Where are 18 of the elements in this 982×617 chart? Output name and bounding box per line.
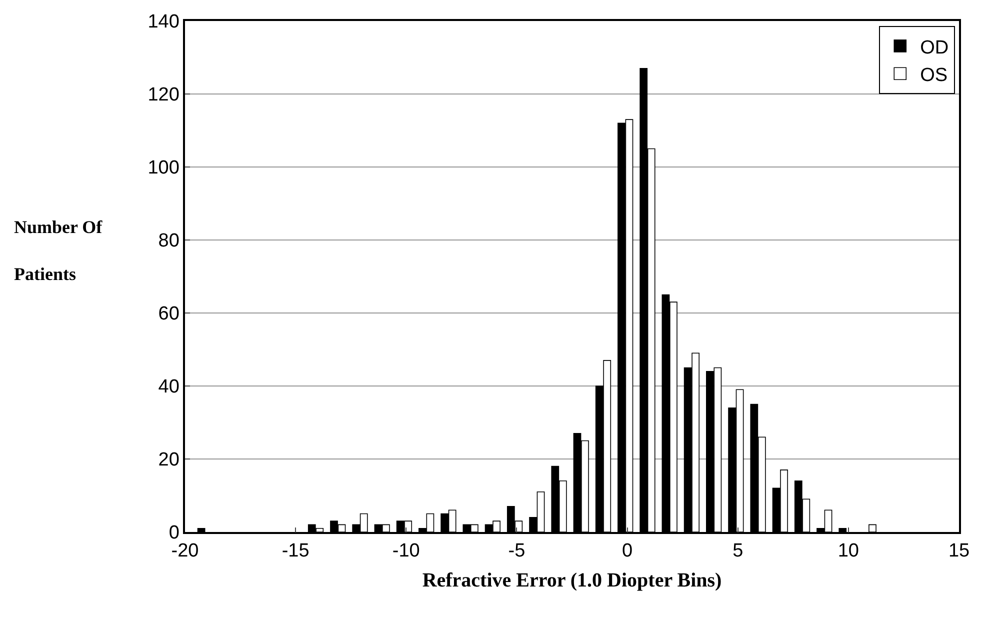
x-tick-label: 15 <box>948 540 970 562</box>
y-tick-label: 40 <box>158 376 180 398</box>
x-tick-label: -10 <box>392 540 420 562</box>
x-axis-title: Refractive Error (1.0 Diopter Bins) <box>422 570 722 592</box>
legend-label: OS <box>920 65 948 86</box>
y-tick-label: 20 <box>158 450 180 471</box>
y-tick-label: 120 <box>148 84 180 106</box>
text: Number Of Patients <box>14 217 102 284</box>
y-tick-label: 80 <box>158 230 180 252</box>
x-tick-label: -15 <box>282 540 310 562</box>
y-tick-label: 100 <box>148 158 180 179</box>
x-tick-label: 0 <box>622 540 633 562</box>
x-tick-label: 5 <box>732 540 744 562</box>
x-tick-label: 10 <box>838 540 859 562</box>
legend-label: OD <box>920 37 949 58</box>
y-tick-label: 60 <box>158 304 180 325</box>
y-tick-label: 140 <box>148 12 180 33</box>
x-tick-label: -5 <box>508 540 526 562</box>
